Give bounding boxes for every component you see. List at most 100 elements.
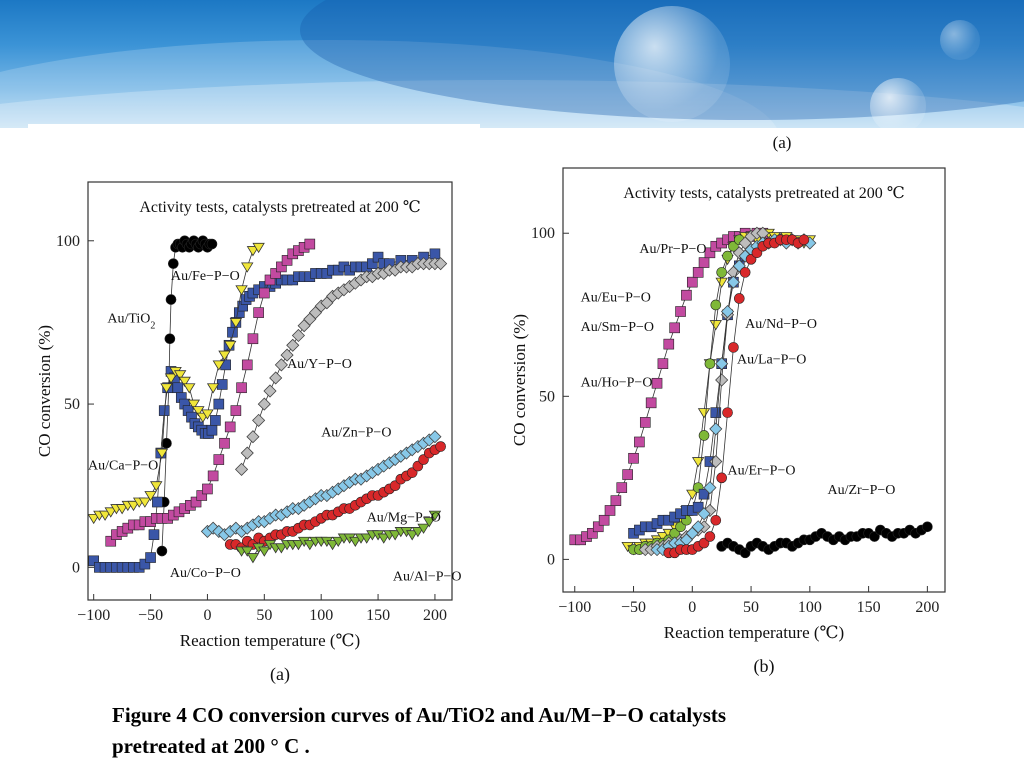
- data-point: [604, 505, 616, 516]
- data-point: [628, 452, 639, 464]
- series-annotation: Au/Pr−P−O: [639, 242, 706, 257]
- data-point: [405, 530, 419, 541]
- data-point: [98, 510, 112, 521]
- series-annotation: Au/Y−P−O: [287, 357, 352, 372]
- data-point: [241, 262, 254, 273]
- data-point: [722, 407, 733, 418]
- data-point: [286, 338, 300, 352]
- panel-label: (a): [270, 664, 290, 685]
- data-point: [207, 470, 219, 482]
- series-au-zr-p-o: [716, 521, 933, 559]
- data-point: [258, 546, 271, 557]
- data-point: [681, 289, 692, 301]
- data-point: [178, 376, 191, 387]
- data-point: [616, 482, 628, 493]
- data-point: [698, 430, 710, 441]
- data-point: [686, 276, 698, 288]
- banner-bubble: [870, 78, 926, 128]
- data-point: [218, 350, 231, 361]
- data-point: [698, 488, 710, 500]
- data-point: [269, 371, 283, 385]
- header-banner: [0, 0, 1024, 128]
- chart-title: Activity tests, catalysts pretreated at …: [623, 185, 904, 202]
- x-tick-label: 0: [688, 599, 696, 616]
- data-point: [164, 333, 176, 345]
- title-placeholder-bar: [28, 124, 480, 130]
- data-point: [164, 373, 178, 384]
- data-point: [263, 384, 277, 398]
- data-point: [710, 514, 722, 526]
- data-point: [686, 489, 699, 500]
- series-au-al-p-o: [235, 510, 442, 564]
- series-annotation: Au/Co−P−O: [170, 566, 241, 581]
- data-point: [270, 268, 281, 279]
- data-point: [417, 523, 430, 534]
- data-point: [598, 514, 610, 526]
- data-point: [715, 357, 729, 371]
- data-point: [692, 267, 704, 278]
- series-annotation: Au/Fe−P−O: [171, 269, 240, 284]
- data-point: [196, 490, 208, 501]
- data-point: [173, 370, 187, 381]
- data-point: [326, 540, 339, 551]
- data-point: [732, 259, 746, 273]
- data-point: [183, 383, 196, 394]
- data-point: [246, 430, 260, 444]
- data-point: [104, 507, 117, 518]
- x-tick-label: −50: [138, 607, 163, 624]
- top-panel-label: (a): [773, 133, 792, 152]
- x-tick-label: −100: [77, 607, 110, 624]
- data-point: [87, 513, 100, 525]
- data-point: [236, 382, 247, 394]
- data-point: [230, 405, 242, 416]
- x-tick-label: −100: [558, 599, 591, 616]
- data-point: [259, 287, 270, 299]
- data-point: [669, 322, 680, 334]
- data-point: [210, 415, 221, 426]
- y-tick-label: 0: [72, 559, 80, 576]
- y-tick-label: 50: [539, 388, 555, 405]
- x-tick-label: 150: [857, 599, 881, 616]
- series-annotation: Au/TiO2: [107, 311, 155, 331]
- data-point: [434, 257, 448, 271]
- series-annotation: Au/Ca−P−O: [88, 458, 158, 473]
- x-tick-label: 50: [743, 599, 759, 616]
- data-point: [303, 540, 317, 551]
- data-point: [715, 373, 729, 387]
- x-tick-label: 100: [798, 599, 822, 616]
- series-annotation: Au/Zn−P−O: [321, 426, 391, 441]
- x-tick-label: 200: [423, 607, 447, 624]
- y-tick-label: 0: [547, 551, 555, 568]
- data-point: [798, 234, 810, 246]
- data-point: [274, 358, 288, 372]
- data-point: [634, 436, 645, 448]
- data-point: [139, 558, 151, 570]
- data-point: [168, 258, 179, 269]
- series-annotation: Au/Sm−P−O: [581, 320, 654, 335]
- data-point: [710, 407, 722, 418]
- panel-label: (b): [754, 656, 775, 677]
- data-point: [728, 342, 739, 353]
- data-point: [716, 472, 727, 484]
- data-point: [692, 501, 704, 513]
- y-axis-label: CO conversion (%): [35, 325, 54, 457]
- data-point: [275, 543, 288, 554]
- series-au-tio2: [156, 235, 218, 557]
- data-point: [138, 497, 152, 508]
- series-annotation: Au/Mg−P−O: [367, 511, 441, 526]
- data-point: [645, 397, 657, 409]
- data-point: [377, 533, 390, 544]
- data-point: [304, 238, 316, 250]
- y-tick-label: 100: [531, 225, 555, 242]
- banner-bubble: [614, 6, 730, 122]
- data-point: [281, 255, 293, 266]
- data-point: [610, 495, 622, 506]
- data-point: [212, 360, 226, 371]
- data-point: [144, 491, 157, 502]
- data-point: [697, 507, 711, 521]
- data-point: [235, 285, 248, 296]
- banner-bubble: [940, 20, 980, 60]
- data-point: [709, 422, 723, 436]
- x-tick-label: −50: [621, 599, 646, 616]
- x-axis-label: Reaction temperature (℃): [180, 631, 360, 650]
